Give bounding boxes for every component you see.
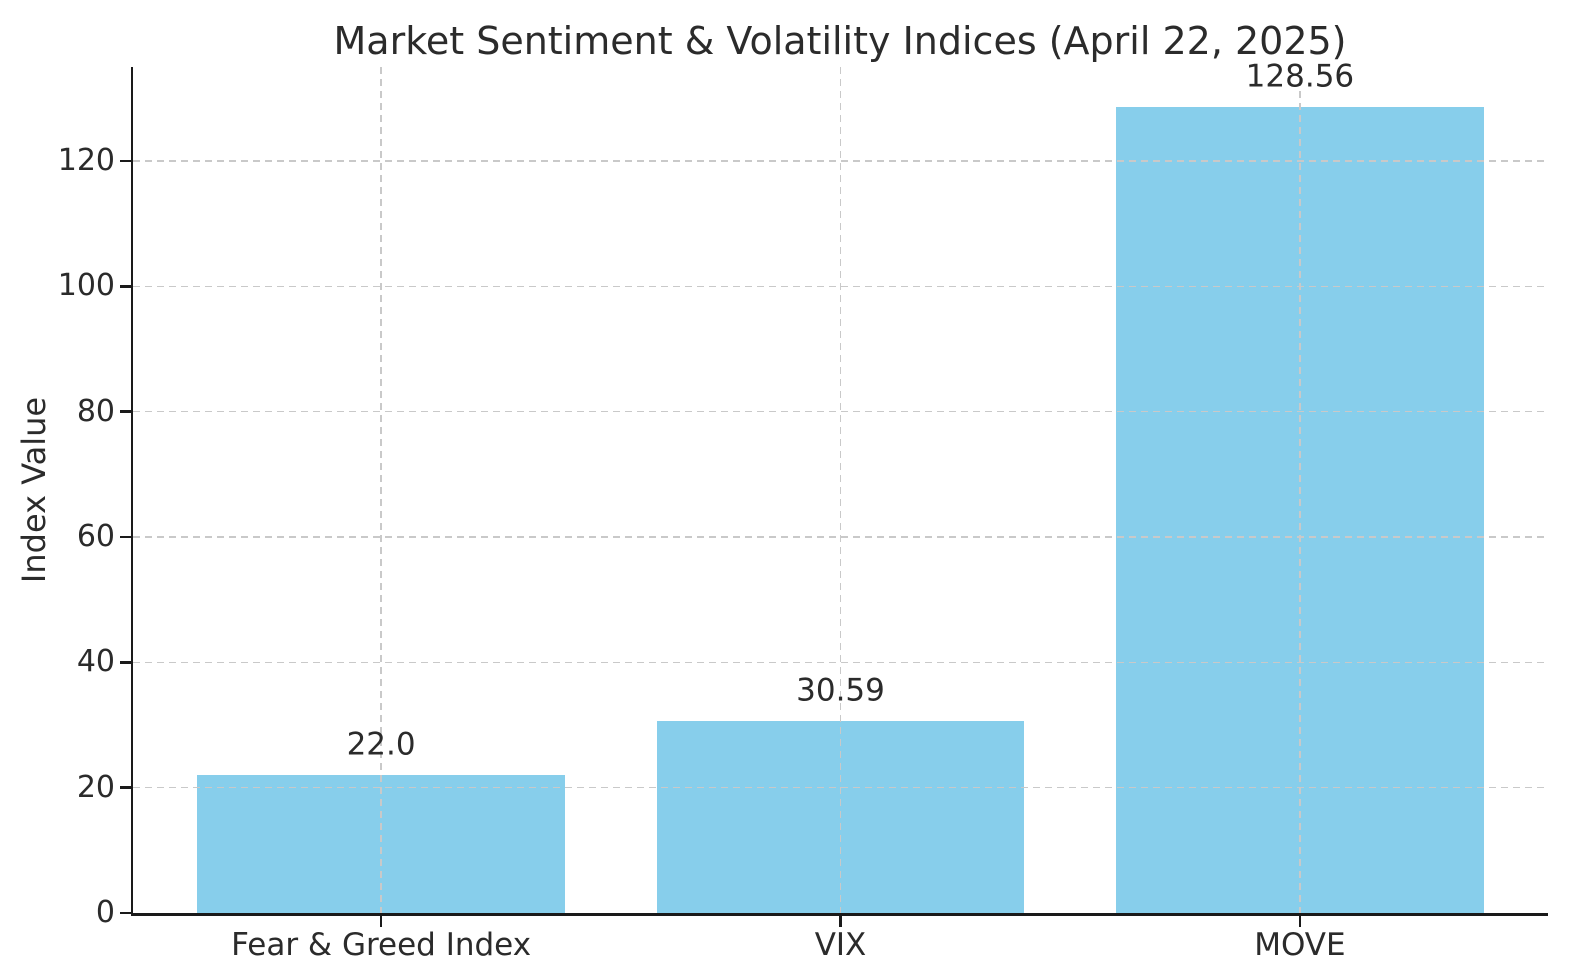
y-tick-mark [119, 786, 131, 789]
y-axis-spine [130, 67, 133, 916]
bar-value-label: 128.56 [1245, 58, 1355, 95]
x-tick-mark [1298, 915, 1302, 927]
y-tick-label: 40 [76, 644, 115, 680]
y-tick-mark [119, 410, 131, 413]
y-tick-label: 0 [95, 895, 115, 930]
x-gridline [1299, 67, 1301, 913]
bar-value-label: 30.59 [796, 672, 885, 709]
x-tick-label: Fear & Greed Index [231, 927, 532, 963]
y-tick-label: 100 [57, 268, 115, 304]
x-tick-mark [839, 915, 842, 927]
x-tick-mark [379, 915, 383, 927]
y-tick-mark [119, 535, 131, 539]
chart-title: Market Sentiment & Volatility Indices (A… [333, 19, 1347, 63]
y-tick-label: 60 [76, 519, 115, 554]
y-tick-mark [119, 911, 131, 915]
x-gridline [839, 67, 842, 913]
y-tick-mark [119, 285, 131, 288]
y-tick-mark [119, 159, 131, 163]
x-tick-label: MOVE [1254, 927, 1346, 963]
x-axis-spine [130, 913, 1548, 916]
y-tick-label: 20 [76, 769, 115, 805]
y-tick-mark [119, 661, 131, 664]
x-tick-label: VIX [814, 927, 867, 963]
bar-value-label: 22.0 [346, 726, 416, 763]
x-gridline [380, 67, 382, 913]
y-tick-label: 120 [57, 143, 115, 178]
y-tick-label: 80 [76, 393, 115, 429]
